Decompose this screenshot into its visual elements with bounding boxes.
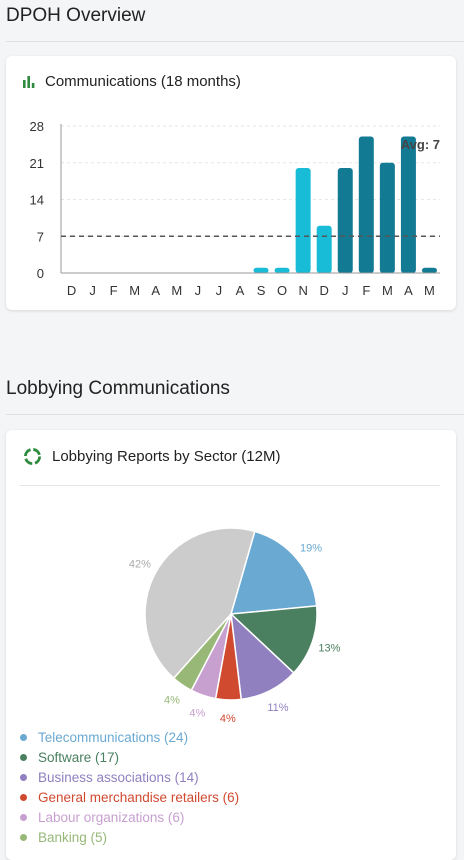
y-tick-label: 7	[37, 229, 44, 244]
y-tick-label: 14	[30, 193, 44, 208]
overview-section-title: DPOH Overview	[6, 5, 146, 26]
bar-chart-icon	[23, 75, 35, 88]
x-tick-label: A	[151, 283, 160, 298]
bar[interactable]	[358, 136, 374, 274]
legend-label: Telecommunications (24)	[38, 729, 189, 745]
x-tick-label: M	[129, 283, 140, 298]
legend-label: Business associations (14)	[38, 769, 199, 785]
communications-card-title: Communications (18 months)	[45, 73, 241, 90]
legend-item[interactable]: Business associations (14)	[20, 767, 239, 787]
y-tick-label: 28	[30, 119, 44, 134]
x-tick-label: J	[216, 283, 223, 298]
pie-percent-label: 19%	[300, 543, 322, 555]
pie-percent-label: 4%	[164, 695, 180, 707]
legend-label: Labour organizations (6)	[38, 809, 185, 825]
bar[interactable]	[274, 267, 290, 273]
legend-label: Software (17)	[38, 749, 120, 765]
legend-dot-icon	[20, 733, 27, 741]
legend-dot-icon	[20, 813, 27, 821]
x-tick-label: J	[195, 283, 202, 298]
communications-card-header: Communications (18 months)	[23, 73, 241, 90]
ring-progress-icon	[23, 447, 42, 466]
x-tick-label: M	[424, 283, 435, 298]
pie-slice[interactable]	[229, 530, 318, 615]
legend-label: General merchandise retailers (6)	[38, 789, 240, 805]
x-tick-label: F	[362, 283, 370, 298]
sector-card-header: Lobbying Reports by Sector (12M)	[23, 447, 280, 466]
y-tick-label: 0	[37, 266, 44, 281]
average-label: Avg: 7	[401, 137, 440, 152]
bar[interactable]	[253, 267, 269, 273]
x-tick-label: S	[257, 283, 266, 298]
x-tick-label: M	[382, 283, 393, 298]
bar[interactable]	[421, 267, 437, 273]
pie-slice[interactable]	[144, 527, 256, 680]
legend-item[interactable]: Banking (5)	[20, 827, 239, 847]
lobbying-divider	[6, 414, 464, 415]
bar[interactable]	[400, 136, 416, 274]
pie-percent-label: 4%	[189, 707, 205, 719]
sector-legend: Telecommunications (24) Software (17) Busi…	[20, 727, 239, 847]
legend-item[interactable]: Software (17)	[20, 747, 239, 767]
legend-dot-icon	[20, 833, 27, 841]
bar[interactable]	[316, 225, 332, 273]
x-tick-label: J	[89, 283, 96, 298]
pie-percent-label: 42%	[129, 559, 151, 571]
x-tick-label: A	[236, 283, 245, 298]
pie-slice[interactable]	[229, 605, 318, 674]
legend-item[interactable]: Telecommunications (24)	[20, 727, 239, 747]
communications-card: Communications (18 months) 0 7 14 21 28 D J F M A…	[6, 56, 456, 310]
pie-percent-label: 4%	[220, 713, 236, 725]
sector-pie-chart: 19% 13% 11% 4% 4% 4% 42%	[129, 527, 341, 725]
legend-dot-icon	[20, 753, 27, 761]
x-tick-label: N	[298, 283, 307, 298]
sector-card-divider	[20, 485, 440, 486]
legend-dot-icon	[20, 793, 27, 801]
bar[interactable]	[295, 168, 311, 273]
x-tick-label: D	[67, 283, 76, 298]
bar[interactable]	[337, 168, 353, 273]
lobbying-section-title: Lobbying Communications	[6, 378, 230, 399]
pie-percent-label: 13%	[318, 643, 340, 655]
legend-label: Banking (5)	[38, 829, 108, 845]
overview-divider	[6, 41, 464, 42]
legend-item[interactable]: Labour organizations (6)	[20, 807, 239, 827]
sector-card-title: Lobbying Reports by Sector (12M)	[52, 448, 281, 465]
x-tick-label: M	[171, 283, 182, 298]
x-tick-label: O	[277, 283, 287, 298]
bar[interactable]	[379, 162, 395, 273]
x-tick-label: A	[404, 283, 413, 298]
x-tick-label: F	[110, 283, 118, 298]
legend-dot-icon	[20, 773, 27, 781]
legend-item[interactable]: General merchandise retailers (6)	[20, 787, 239, 807]
y-tick-label: 21	[30, 156, 44, 171]
x-tick-label: D	[319, 283, 328, 298]
pie-percent-label: 11%	[267, 702, 288, 714]
x-tick-label: J	[342, 283, 349, 298]
